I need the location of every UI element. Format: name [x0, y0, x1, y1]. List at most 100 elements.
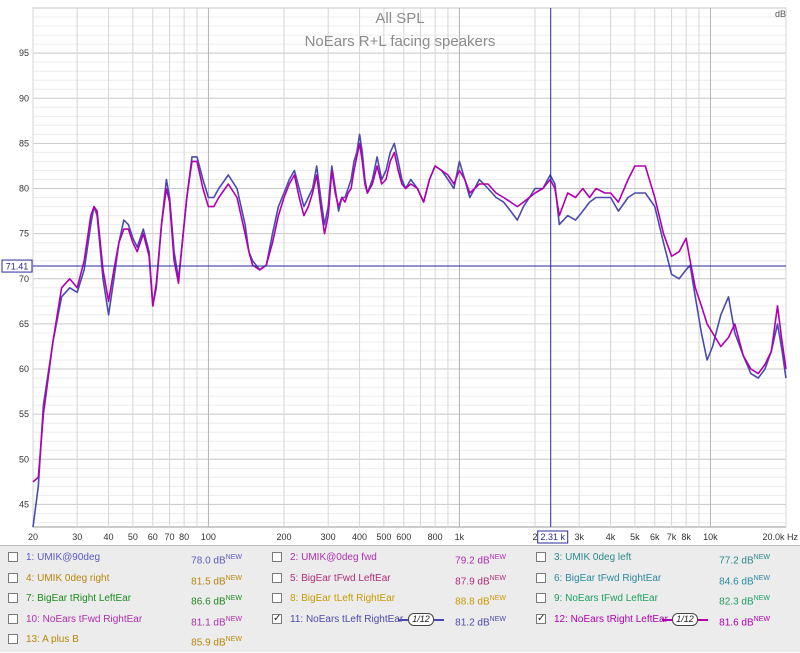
x-tick-label: 30: [72, 532, 82, 542]
y-tick-label: 65: [19, 319, 29, 329]
legend-checkbox[interactable]: [8, 552, 18, 562]
legend-label: 11: NoEars tLeft RightEar: [290, 613, 404, 625]
x-tick-label: 5k: [630, 532, 640, 542]
legend-label: 2: UMIK@0deg fwd: [290, 552, 377, 563]
legend-checkbox[interactable]: [536, 552, 546, 562]
x-tick-label: 100: [201, 532, 216, 542]
legend-value: 87.9 dBNEW: [455, 574, 506, 587]
legend-label: 1: UMIK@90deg: [26, 552, 101, 563]
x-tick-label: 1k: [455, 532, 465, 542]
legend-label: 13: A plus B: [26, 634, 79, 645]
legend-checkbox[interactable]: [8, 572, 18, 583]
cursor-x-readout-box: [537, 530, 569, 544]
legend-value: 84.6 dBNEW: [719, 574, 770, 587]
x-tick-label: 500: [376, 532, 391, 542]
x-tick-label: 3k: [574, 532, 584, 542]
x-tick-label: 4k: [606, 532, 616, 542]
x-tick-label: 20.0k Hz: [762, 532, 798, 542]
legend-value: 88.8 dBNEW: [455, 595, 506, 608]
legend-label: 6: BigEar tFwd RightEar: [554, 572, 662, 584]
legend-item-13[interactable]: 13: A plus B 85.9 dBNEW: [8, 630, 264, 650]
legend-item-9[interactable]: 9: NoEars tFwd LeftEar 82.3 dBNEW: [536, 589, 792, 609]
spl-chart: 45 50 55 60 65 70 75 80 85 90 95 20 30 40 50 60 70 80 100…: [0, 0, 800, 545]
legend-value: 82.3 dBNEW: [719, 595, 770, 608]
legend-checkbox[interactable]: [272, 552, 282, 562]
x-tick-label: 800: [428, 532, 443, 542]
y-axis: 45 50 55 60 65 70 75 80 85 90 95: [19, 48, 29, 509]
smoothing-badge[interactable]: 1/12: [408, 612, 434, 626]
x-tick-label: 20: [28, 532, 38, 542]
cursor[interactable]: 71.41 2.31 k: [1, 8, 786, 544]
x-tick-label: 8k: [681, 532, 691, 542]
legend-label: 4: UMIK 0deg right: [26, 572, 110, 584]
x-tick-label: 40: [104, 532, 114, 542]
legend-item-5[interactable]: 5: BigEar tFwd LeftEar 87.9 dBNEW: [272, 569, 528, 589]
legend-checkbox[interactable]: [8, 593, 18, 603]
legend-item-2[interactable]: 2: UMIK@0deg fwd 79.2 dBNEW: [272, 548, 528, 568]
legend-value: 85.9 dBNEW: [191, 636, 242, 649]
series-group: [32, 133, 787, 528]
x-axis: 20 30 40 50 60 70 80 100 200 300 400 500 600 800 1k 2 3k…: [28, 532, 798, 542]
legend-label: 8: BigEar tLeft RightEar: [290, 593, 396, 604]
x-tick-label: 300: [321, 532, 336, 542]
legend-label: 7: BigEar tRight LeftEar: [26, 593, 132, 604]
legend-item-6[interactable]: 6: BigEar tFwd RightEar 84.6 dBNEW: [536, 569, 792, 589]
legend-label: 9: NoEars tFwd LeftEar: [554, 593, 658, 604]
cursor-y-readout-box: [1, 259, 33, 273]
legend-value: 81.6 dBNEW: [719, 615, 770, 628]
chart-background: [0, 0, 800, 545]
legend-value: 81.5 dBNEW: [191, 574, 242, 587]
y-tick-label: 85: [19, 138, 29, 148]
cursor-x-readout: 2.31 k: [540, 532, 565, 542]
cursor-y-readout: 71.41: [6, 262, 29, 272]
y-unit-label: dB: [775, 9, 786, 19]
legend-checkbox[interactable]: [272, 593, 282, 603]
legend-checkbox[interactable]: [536, 572, 546, 583]
x-tick-label: 80: [179, 532, 189, 542]
x-tick-label: 60: [148, 532, 158, 542]
legend-checkbox[interactable]: [8, 613, 18, 624]
x-tick-label: 70: [165, 532, 175, 542]
legend-value: 81.2 dBNEW: [455, 615, 506, 628]
legend-item-12[interactable]: ✓ 12: NoEars tRight LeftEar 1/12 81.6 dBNEW: [536, 610, 792, 630]
y-tick-label: 80: [19, 184, 29, 194]
x-tick-label: 6k: [650, 532, 660, 542]
legend-item-7[interactable]: 7: BigEar tRight LeftEar 86.6 dBNEW: [8, 589, 264, 609]
legend-item-11[interactable]: ✓ 11: NoEars tLeft RightEar 1/12 81.2 dBNEW: [272, 610, 528, 630]
legend-item-1[interactable]: 1: UMIK@90deg 78.0 dBNEW: [8, 548, 264, 568]
legend-checkbox[interactable]: [536, 593, 546, 603]
legend-checkbox[interactable]: [272, 572, 282, 583]
x-tick-label: 2: [532, 532, 537, 542]
chart-title: All SPL: [375, 10, 424, 27]
smoothing-badge[interactable]: 1/12: [672, 612, 698, 626]
y-tick-label: 60: [19, 364, 29, 374]
legend-label: 12: NoEars tRight LeftEar: [554, 613, 668, 625]
legend-value: 86.6 dBNEW: [191, 595, 242, 608]
legend-label: 3: UMIK 0deg left: [554, 552, 632, 563]
legend-item-4[interactable]: 4: UMIK 0deg right 81.5 dBNEW: [8, 569, 264, 589]
legend-value: 81.1 dBNEW: [191, 615, 242, 628]
legend-value: 77.2 dBNEW: [719, 554, 770, 567]
legend-checkbox[interactable]: ✓: [272, 612, 282, 624]
y-tick-label: 45: [19, 499, 29, 509]
x-tick-label: 400: [352, 532, 367, 542]
legend-item-10[interactable]: 10: NoEars tFwd RightEar 81.1 dBNEW: [8, 610, 264, 630]
legend-item-3[interactable]: 3: UMIK 0deg left 77.2 dBNEW: [536, 548, 792, 568]
x-tick-label: 10k: [703, 532, 718, 542]
legend-label: 5: BigEar tFwd LeftEar: [290, 572, 391, 584]
y-tick-label: 90: [19, 93, 29, 103]
y-tick-label: 70: [19, 274, 29, 284]
legend-checkbox[interactable]: ✓: [536, 612, 546, 624]
grid: [32, 7, 787, 528]
y-tick-label: 50: [19, 454, 29, 464]
y-tick-label: 95: [19, 48, 29, 58]
chart-subtitle: NoEars R+L facing speakers: [305, 33, 496, 50]
y-tick-label: 75: [19, 229, 29, 239]
legend-value: 79.2 dBNEW: [455, 554, 506, 567]
x-tick-label: 50: [128, 532, 138, 542]
legend-checkbox[interactable]: [8, 634, 18, 644]
legend-panel: 1: UMIK@90deg 78.0 dBNEW 2: UMIK@0deg fwd 7…: [0, 545, 800, 652]
legend-item-8[interactable]: 8: BigEar tLeft RightEar 88.8 dBNEW: [272, 589, 528, 609]
x-tick-label: 7k: [667, 532, 677, 542]
x-tick-label: 200: [276, 532, 291, 542]
